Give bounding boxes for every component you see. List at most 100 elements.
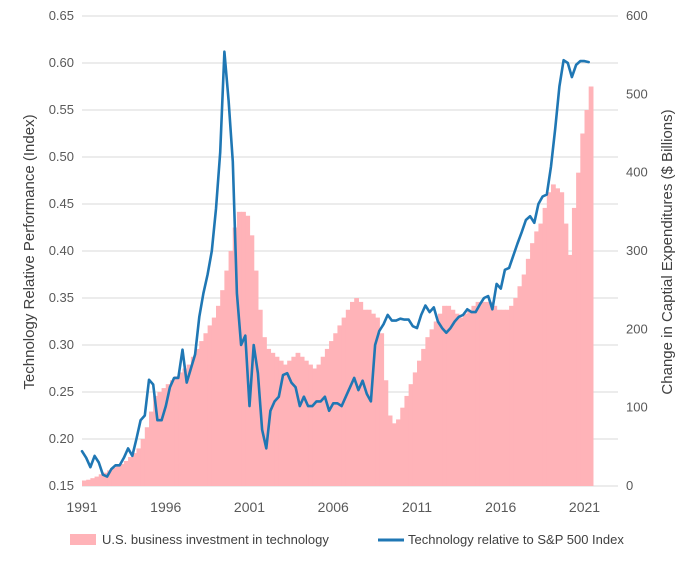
investment-bar: [115, 466, 121, 486]
investment-bar: [492, 305, 498, 486]
left-tick-label: 0.45: [49, 196, 74, 211]
tech-relative-line: [80, 50, 591, 478]
investment-bar: [174, 376, 179, 486]
right-tick-label: 100: [626, 400, 648, 415]
right-tick-label: 400: [626, 165, 648, 180]
investment-bar: [475, 301, 481, 486]
investment-bar: [232, 227, 238, 486]
investment-bar: [354, 298, 359, 486]
investment-bar: [488, 301, 493, 486]
legend: U.S. business investment in technology T…: [70, 532, 624, 547]
investment-bar: [102, 472, 108, 486]
x-tick-label: 2011: [402, 499, 432, 515]
left-tick-label: 0.35: [49, 290, 74, 305]
investment-bar: [375, 317, 380, 486]
investment-bar: [530, 243, 535, 486]
investment-bar: [383, 380, 389, 486]
investment-bar: [442, 305, 447, 486]
investment-bar: [270, 352, 276, 486]
investment-bar: [245, 215, 251, 486]
left-tick-label: 0.30: [49, 337, 74, 352]
investment-bar: [559, 192, 565, 486]
investment-bar: [546, 192, 552, 486]
investment-bar: [563, 223, 569, 487]
legend-label-line: Technology relative to S&P 500 Index: [408, 532, 624, 547]
x-tick-label: 1996: [150, 499, 181, 515]
investment-bar: [350, 301, 355, 486]
investment-bar: [178, 372, 184, 486]
investment-bar: [241, 211, 246, 487]
investment-bar: [190, 356, 196, 486]
investment-bar: [82, 480, 87, 486]
investment-bar: [584, 110, 590, 486]
investment-bar: [479, 301, 485, 486]
investment-bar: [358, 301, 364, 486]
investment-bar: [144, 427, 150, 486]
investment-bar: [153, 395, 158, 486]
investment-bar: [324, 348, 330, 486]
investment-bar: [274, 356, 280, 486]
investment-bar: [320, 356, 326, 486]
investment-bar: [467, 309, 473, 486]
investment-bar: [412, 372, 418, 486]
investment-bar: [123, 460, 129, 486]
left-tick-label: 0.15: [49, 478, 74, 493]
right-tick-label: 200: [626, 321, 648, 336]
investment-bar: [463, 313, 468, 486]
investment-bar: [446, 305, 452, 486]
investment-bar: [555, 188, 560, 487]
investment-bar: [262, 337, 267, 486]
investment-bar: [534, 231, 540, 486]
investment-bar: [107, 470, 112, 486]
investment-bar: [165, 384, 171, 486]
left-axis-title: Technology Relative Performance (Index): [21, 114, 38, 389]
investment-bar: [521, 274, 527, 486]
x-tick-label: 2021: [569, 499, 600, 515]
left-tick-label: 0.60: [49, 55, 74, 70]
investment-bar: [312, 368, 318, 486]
investment-bar: [513, 298, 519, 486]
x-tick-label: 1991: [66, 499, 97, 515]
investment-bar: [391, 423, 397, 486]
investment-bar: [90, 478, 96, 486]
investment-bar: [450, 309, 456, 486]
investment-bar: [182, 368, 188, 486]
investment-bar: [195, 348, 200, 486]
investment-bar: [417, 360, 422, 486]
legend-swatch-bar: [70, 534, 96, 545]
investment-bar: [329, 341, 334, 486]
investment-bar: [509, 305, 514, 486]
investment-bar: [396, 419, 401, 486]
investment-bar: [94, 476, 100, 486]
investment-bar: [542, 207, 548, 486]
investment-bar: [278, 360, 284, 486]
investment-bar: [517, 286, 523, 486]
investment-bar: [333, 333, 339, 486]
line-series: [80, 50, 591, 478]
x-axis-ticks: 1991 1996 2001 2006 2011 2016 2021: [66, 499, 600, 515]
investment-bar: [404, 395, 410, 486]
investment-bar: [551, 184, 556, 486]
right-tick-label: 300: [626, 243, 648, 258]
investment-bar: [316, 364, 322, 486]
left-tick-label: 0.25: [49, 384, 74, 399]
investment-bar: [291, 356, 297, 486]
investment-bar: [500, 309, 506, 486]
investment-bar: [538, 223, 544, 487]
investment-bar: [454, 313, 460, 486]
investment-bar: [345, 309, 351, 486]
investment-bar: [98, 474, 104, 486]
investment-bar: [308, 364, 313, 486]
investment-bar: [400, 407, 406, 486]
right-tick-label: 500: [626, 86, 648, 101]
investment-bar: [253, 270, 259, 486]
investment-bar: [429, 329, 435, 486]
investment-bar: [362, 309, 368, 486]
investment-bar: [224, 270, 230, 486]
investment-bar: [496, 309, 502, 486]
left-tick-label: 0.65: [49, 8, 74, 23]
right-axis-title: Change in Captial Expenditures ($ Billio…: [659, 109, 676, 394]
x-tick-label: 2001: [234, 499, 265, 515]
investment-bar: [525, 258, 531, 486]
